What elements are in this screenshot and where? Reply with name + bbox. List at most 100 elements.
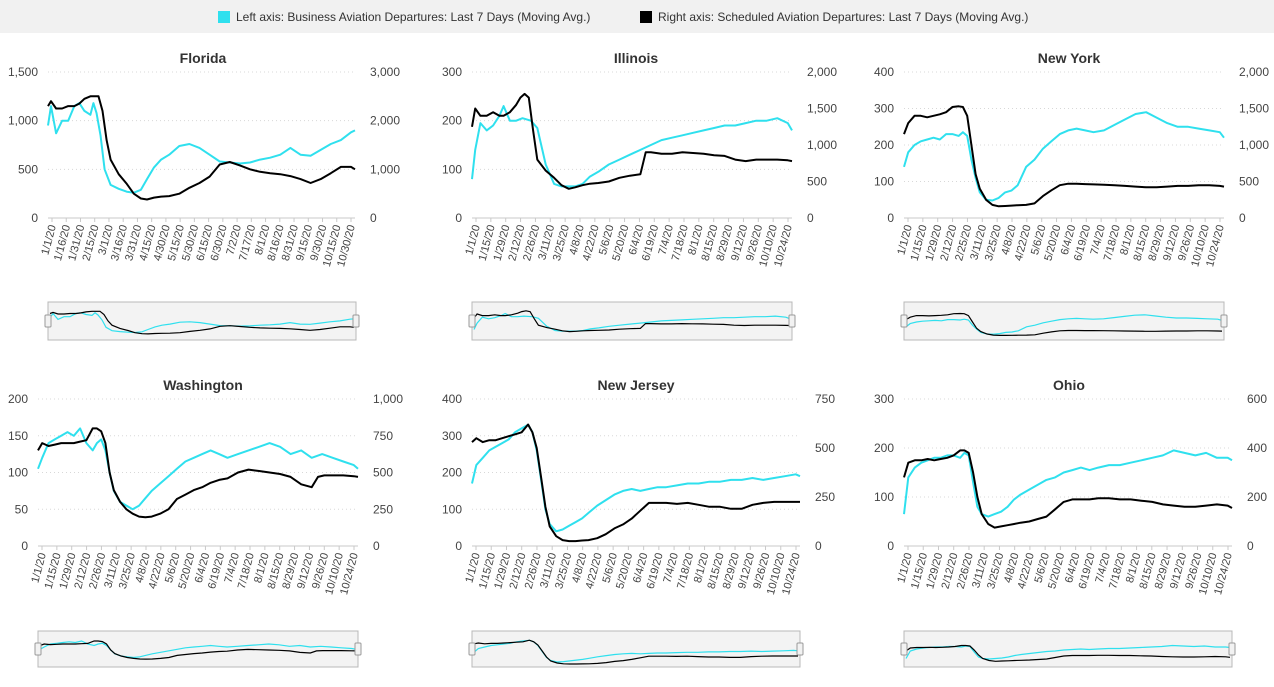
navigator-window[interactable]	[37, 630, 359, 668]
left-tick-label: 0	[31, 211, 38, 225]
navigator-scheduled-line	[473, 639, 798, 665]
navigator-business-line	[905, 314, 1223, 335]
scheduled-aviation-line	[471, 423, 800, 543]
left-tick-label: 0	[887, 211, 894, 225]
navigator-right-handle[interactable]	[1220, 314, 1228, 328]
navigator-washington[interactable]	[34, 630, 362, 668]
left-tick-label: 100	[442, 162, 462, 176]
right-tick-label: 250	[815, 490, 835, 504]
left-tick-label: 150	[8, 429, 28, 443]
navigator-scheduled-line	[39, 640, 357, 660]
navigator-window[interactable]	[47, 301, 357, 341]
left-tick-label: 500	[18, 162, 38, 176]
left-tick-label: 200	[874, 441, 894, 455]
right-tick-label: 1,000	[807, 138, 837, 152]
right-tick-label: 0	[373, 539, 380, 553]
legend-item-business[interactable]: Left axis: Business Aviation Departures:…	[218, 9, 590, 25]
right-tick-label: 2,000	[807, 65, 837, 79]
left-tick-label: 1,500	[8, 65, 38, 79]
right-tick-label: 500	[807, 175, 827, 189]
navigator-scheduled-line	[905, 312, 1223, 336]
scheduled-aviation-line	[471, 92, 793, 190]
navigator-right-handle[interactable]	[1228, 642, 1236, 656]
right-tick-label: 600	[1247, 392, 1267, 406]
navigator-scheduled-line	[905, 644, 1231, 662]
navigator-left-handle[interactable]	[44, 314, 52, 328]
navigator-left-handle[interactable]	[900, 642, 908, 656]
right-tick-label: 2,000	[370, 114, 400, 128]
right-tick-label: 400	[1247, 441, 1267, 455]
right-tick-label: 200	[1247, 490, 1267, 504]
scheduled-aviation-line	[37, 427, 359, 519]
navigator-right-handle[interactable]	[352, 314, 360, 328]
left-tick-label: 0	[21, 539, 28, 553]
right-tick-label: 0	[370, 211, 377, 225]
navigator-left-handle[interactable]	[468, 642, 476, 656]
navigator-new-jersey[interactable]	[468, 630, 804, 668]
business-aviation-line	[471, 105, 793, 188]
navigator-window[interactable]	[903, 301, 1225, 341]
chart-title: Ohio	[1053, 377, 1085, 393]
right-tick-label: 3,000	[370, 65, 400, 79]
left-tick-label: 200	[874, 138, 894, 152]
right-tick-label: 0	[815, 539, 822, 553]
left-tick-label: 100	[874, 175, 894, 189]
navigator-right-handle[interactable]	[796, 642, 804, 656]
left-tick-label: 300	[442, 65, 462, 79]
right-tick-label: 2,000	[1239, 65, 1269, 79]
left-tick-label: 300	[874, 392, 894, 406]
navigator-left-handle[interactable]	[468, 314, 476, 328]
left-tick-label: 300	[874, 102, 894, 116]
right-tick-label: 500	[1239, 175, 1259, 189]
navigator-new-york[interactable]	[900, 301, 1228, 341]
business-aviation-line	[37, 427, 359, 511]
right-tick-label: 1,000	[370, 162, 400, 176]
chart-florida: Florida05001,0001,50001,0002,0003,0001/1…	[8, 50, 400, 341]
right-tick-label: 1,500	[1239, 102, 1269, 116]
legend-swatch-business	[218, 11, 230, 23]
navigator-illinois[interactable]	[468, 301, 796, 341]
chart-title: Florida	[180, 50, 227, 66]
left-tick-label: 1,000	[8, 114, 38, 128]
left-tick-label: 0	[455, 539, 462, 553]
chart-new-york: New York 0 100 200 300 400 0 500 1,000 1,500 2,000…	[874, 50, 1269, 341]
chart-illinois: Illinois010020030005001,0001,5002,0001/1…	[442, 50, 837, 341]
navigator-scheduled-line	[473, 310, 791, 333]
chart-ohio: Ohio010020030002004006001/1/201/15/201/2…	[874, 377, 1267, 668]
left-tick-label: 50	[15, 502, 29, 516]
chart-washington: Washington05010015020002505007501,0001/1…	[8, 377, 403, 668]
navigator-right-handle[interactable]	[788, 314, 796, 328]
business-aviation-line	[47, 102, 356, 194]
navigator-window[interactable]	[471, 630, 801, 668]
left-tick-label: 100	[874, 490, 894, 504]
navigator-florida[interactable]	[44, 301, 360, 341]
navigator-business-line	[49, 312, 355, 334]
legend-label-business: Left axis: Business Aviation Departures:…	[236, 10, 591, 24]
right-tick-label: 750	[815, 392, 835, 406]
legend-bar: Left axis: Business Aviation Departures:…	[0, 0, 1274, 33]
navigator-business-line	[39, 640, 357, 659]
navigator-business-line	[473, 312, 791, 332]
legend-swatch-scheduled	[640, 11, 652, 23]
chart-title: New York	[1038, 50, 1101, 66]
navigator-window[interactable]	[903, 630, 1233, 668]
left-tick-label: 400	[874, 65, 894, 79]
navigator-left-handle[interactable]	[34, 642, 42, 656]
navigator-left-handle[interactable]	[900, 314, 908, 328]
left-tick-label: 300	[442, 429, 462, 443]
navigator-right-handle[interactable]	[354, 642, 362, 656]
chart-title: Illinois	[614, 50, 659, 66]
navigator-window[interactable]	[471, 301, 793, 341]
right-tick-label: 1,000	[373, 392, 403, 406]
left-tick-label: 0	[887, 539, 894, 553]
navigator-ohio[interactable]	[900, 630, 1236, 668]
chart-title: Washington	[163, 377, 243, 393]
right-tick-label: 500	[373, 466, 393, 480]
left-tick-label: 200	[442, 114, 462, 128]
left-tick-label: 200	[442, 466, 462, 480]
scheduled-aviation-line	[47, 95, 356, 201]
legend-item-scheduled[interactable]: Right axis: Scheduled Aviation Departure…	[640, 9, 1028, 25]
right-tick-label: 1,000	[1239, 138, 1269, 152]
business-aviation-line	[471, 423, 801, 533]
right-tick-label: 0	[1247, 539, 1254, 553]
